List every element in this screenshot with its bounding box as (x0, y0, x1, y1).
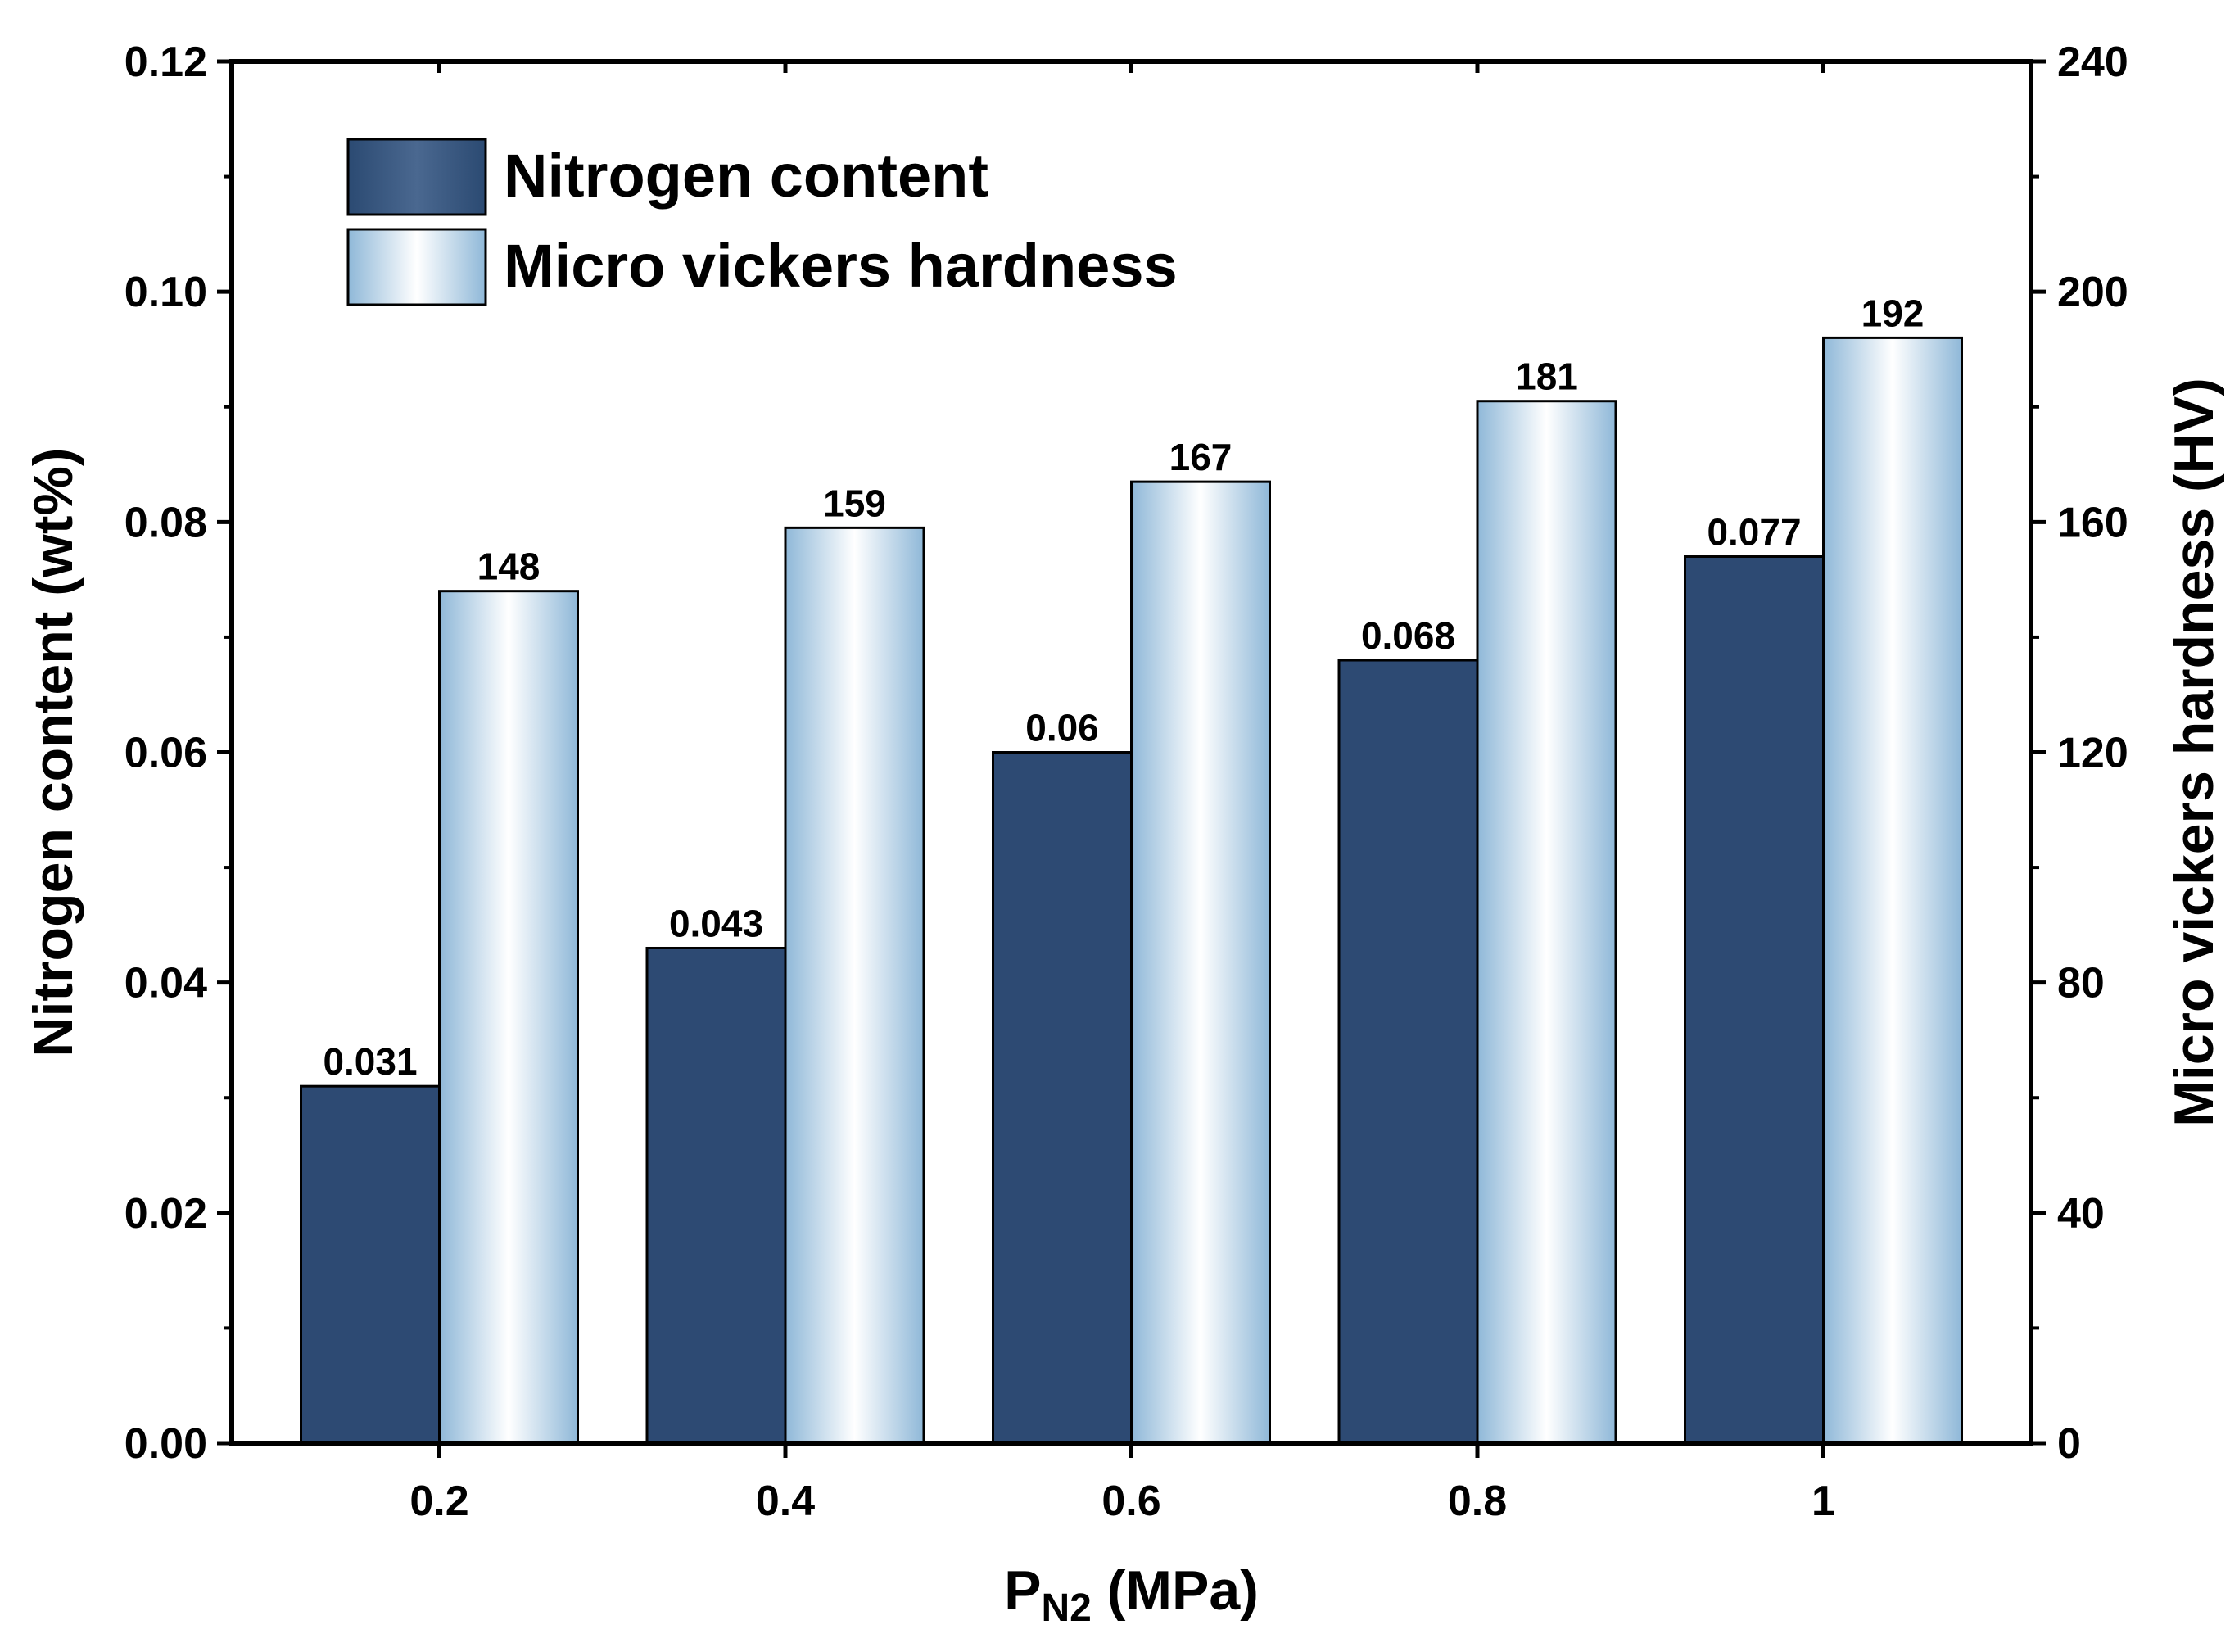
hardness-bar (1822, 336, 1963, 1445)
legend-label-hardness: Micro vickers hardness (504, 232, 1178, 300)
y-right-tick-label: 0 (2057, 1420, 2081, 1468)
y-left-axis-title: Nitrogen content (wt%) (22, 447, 84, 1057)
legend-label-nitrogen: Nitrogen content (504, 142, 988, 210)
nitrogen-bar-label: 0.06 (1025, 707, 1099, 749)
x-axis-title-subscript: N2 (1042, 1586, 1092, 1630)
x-tick-label: 0.8 (1448, 1478, 1507, 1525)
y-right-tick-label: 80 (2057, 960, 2105, 1007)
y-right-tick-label: 120 (2057, 730, 2128, 777)
x-tick-label: 1 (1812, 1478, 1835, 1525)
hardness-bar-label: 181 (1515, 355, 1578, 398)
nitrogen-bar (645, 946, 787, 1445)
y-left-tick-label: 0.08 (124, 499, 207, 546)
legend-swatch-hardness (346, 228, 487, 306)
legend-swatch-nitrogen (346, 138, 487, 216)
nitrogen-bar (1337, 659, 1479, 1445)
y-left-tick-label: 0.12 (124, 38, 207, 86)
y-left-tick-label: 0.04 (124, 960, 207, 1007)
hardness-bar (438, 590, 579, 1445)
y-right-tick-label: 40 (2057, 1190, 2105, 1238)
x-axis-title: PN2 (MPa) (1004, 1559, 1259, 1630)
nitrogen-bar-label: 0.043 (669, 902, 763, 944)
y-left-tick-label: 0.06 (124, 730, 207, 777)
x-tick-label: 0.6 (1101, 1478, 1160, 1525)
y-right-tick-label: 200 (2057, 269, 2128, 316)
nitrogen-bar (1684, 555, 1825, 1445)
y-right-tick-label: 160 (2057, 499, 2128, 546)
nitrogen-bar-label: 0.077 (1707, 511, 1801, 554)
y-left-tick-label: 0.02 (124, 1190, 207, 1238)
hardness-bar (784, 526, 925, 1445)
x-axis-title-unit: (MPa) (1092, 1559, 1259, 1622)
nitrogen-bar (992, 751, 1133, 1445)
hardness-bar-label: 159 (823, 482, 886, 524)
hardness-bar (1476, 400, 1617, 1445)
hardness-bar-label: 192 (1861, 292, 1925, 334)
y-right-tick-label: 240 (2057, 38, 2128, 86)
hardness-bar-label: 148 (477, 545, 541, 588)
x-tick-label: 0.2 (409, 1478, 468, 1525)
x-tick-label: 0.4 (756, 1478, 815, 1525)
bars-layer (300, 336, 1963, 1445)
nitrogen-bar-label: 0.031 (323, 1040, 417, 1083)
labels-layer: 0.031 148 0.2 0.043 159 0.4 0.06 167 0.6 0.068 181… (22, 38, 2225, 1630)
y-left-tick-label: 0.00 (124, 1420, 207, 1468)
legend: Nitrogen content Micro vickers hardness (346, 138, 1178, 306)
x-axis-title-main: P (1004, 1559, 1041, 1622)
y-right-axis-title: Micro vickers hardness (HV) (2163, 378, 2225, 1127)
nitrogen-bar (300, 1084, 441, 1445)
hardness-bar (1130, 480, 1271, 1445)
axes-layer (217, 59, 2046, 1458)
nitrogen-bar-label: 0.068 (1361, 614, 1455, 657)
y-left-tick-label: 0.10 (124, 269, 207, 316)
hardness-bar-label: 167 (1169, 436, 1233, 478)
